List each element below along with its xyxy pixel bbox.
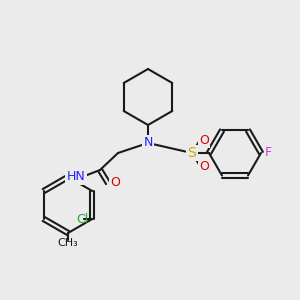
Text: O: O <box>199 134 209 146</box>
Text: Cl: Cl <box>76 212 88 226</box>
Text: HN: HN <box>67 170 85 184</box>
Text: CH₃: CH₃ <box>58 238 78 248</box>
Text: O: O <box>199 160 209 172</box>
Text: O: O <box>110 176 120 190</box>
Text: S: S <box>188 146 196 160</box>
Text: N: N <box>143 136 153 149</box>
Text: F: F <box>264 146 272 160</box>
